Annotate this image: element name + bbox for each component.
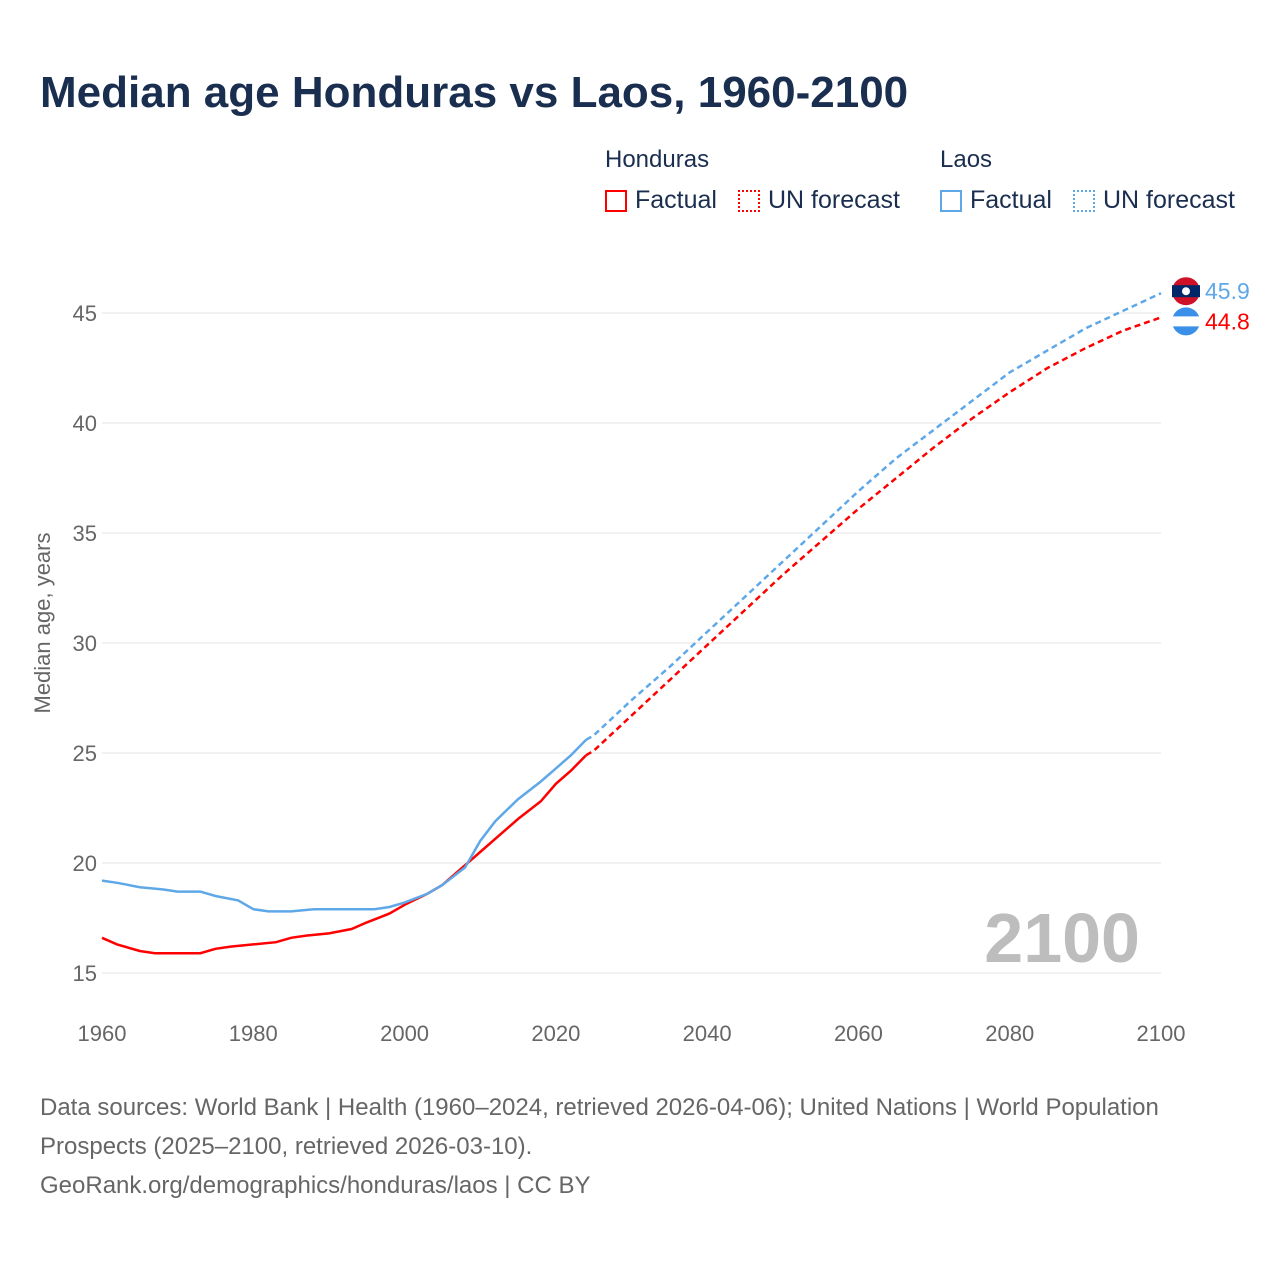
- x-tick-label: 2020: [531, 1021, 580, 1046]
- x-tick-label: 1980: [229, 1021, 278, 1046]
- line-laos-factual: [101, 738, 587, 913]
- y-axis-label: Median age, years: [30, 533, 55, 714]
- y-tick-label: 20: [73, 851, 97, 876]
- swatch-icon: [605, 189, 627, 212]
- x-tick-label: 2080: [985, 1021, 1034, 1046]
- y-tick-label: 40: [73, 411, 97, 436]
- year-watermark: 2100: [984, 899, 1140, 977]
- legend-laos-forecast[interactable]: UN forecast: [1073, 186, 1235, 215]
- source-line: Data sources: World Bank | Health (1960–…: [40, 1094, 1159, 1160]
- legend-label: UN forecast: [1103, 186, 1235, 214]
- y-tick-label: 45: [73, 301, 97, 326]
- flag-moon: [1182, 287, 1190, 296]
- legend-label: UN forecast: [768, 186, 900, 214]
- line-honduras-factual: [101, 754, 587, 955]
- swatch-icon: [738, 189, 760, 212]
- legend-group-honduras: Honduras: [605, 146, 710, 173]
- y-tick-label: 15: [73, 961, 97, 986]
- legend-honduras-factual[interactable]: Factual: [605, 186, 717, 215]
- line-honduras-forecast: [585, 316, 1162, 757]
- y-tick-label: 30: [73, 631, 97, 656]
- legend-honduras-forecast[interactable]: UN forecast: [738, 186, 900, 215]
- x-tick-label: 2100: [1137, 1021, 1186, 1046]
- line-laos-forecast: [585, 292, 1162, 741]
- x-tick-label: 2060: [834, 1021, 883, 1046]
- legend-laos-factual[interactable]: Factual: [940, 186, 1052, 215]
- honduras-end-label: 44.8: [1205, 308, 1250, 334]
- swatch-icon: [1073, 189, 1095, 212]
- laos-end-label: 45.9: [1205, 278, 1250, 304]
- legend-label: Factual: [635, 186, 717, 214]
- source-link[interactable]: GeoRank.org/demographics/honduras/laos |…: [40, 1172, 591, 1199]
- y-tick-label: 35: [73, 521, 97, 546]
- legend-label: Factual: [970, 186, 1052, 214]
- swatch-icon: [940, 189, 962, 212]
- page-title: Median age Honduras vs Laos, 1960-2100: [40, 68, 909, 117]
- legend-group-laos: Laos: [940, 146, 993, 173]
- x-tick-label: 2040: [683, 1021, 732, 1046]
- x-tick-label: 1960: [78, 1021, 127, 1046]
- y-tick-label: 25: [73, 741, 97, 766]
- x-tick-label: 2000: [380, 1021, 429, 1046]
- source-note: Data sources: World Bank | Health (1960–…: [40, 1088, 1220, 1205]
- flag-band: [1172, 316, 1200, 327]
